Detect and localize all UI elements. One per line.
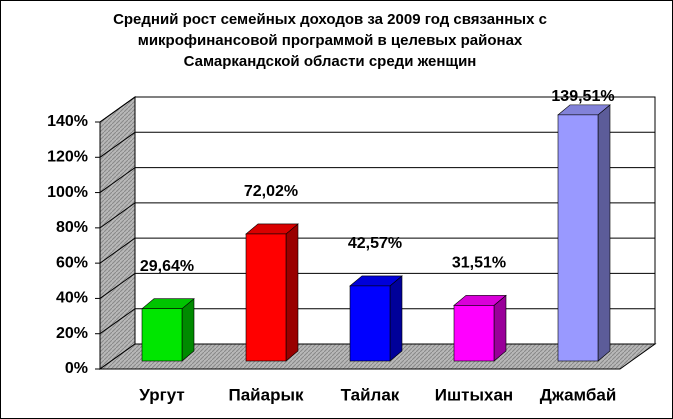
bar	[245, 233, 287, 362]
grid-line	[99, 202, 655, 229]
x-tick-label: Джамбай	[540, 385, 617, 404]
data-label: 139,51%	[551, 88, 614, 105]
grid-line	[99, 167, 655, 193]
x-tick-label: Ургут	[139, 385, 184, 404]
y-tick-label: 40%	[56, 290, 88, 307]
grid-line	[99, 272, 655, 299]
data-label: 72,02%	[244, 183, 298, 200]
bar-side	[389, 275, 403, 362]
chart-title: Средний рост семейных доходов за 2009 го…	[113, 11, 547, 28]
bar-side	[181, 298, 195, 362]
bar	[557, 114, 599, 362]
bar	[141, 308, 183, 362]
y-tick-label: 20%	[56, 325, 88, 342]
y-tick-label: 100%	[47, 184, 88, 201]
data-label: 42,57%	[348, 235, 402, 252]
bar	[453, 305, 495, 362]
y-tick-label: 60%	[56, 254, 88, 271]
data-label: 31,51%	[452, 255, 506, 272]
bar-side	[597, 104, 611, 362]
data-label: 29,64%	[140, 258, 194, 275]
bar	[349, 285, 391, 362]
chart-title: Самаркандской области среди женщин	[184, 53, 477, 70]
bar-side	[285, 223, 299, 362]
grid-line	[99, 131, 655, 158]
chart-title: микрофинансовой программой в целевых рай…	[138, 32, 523, 49]
y-tick-label: 120%	[47, 149, 88, 166]
y-tick-label: 140%	[47, 113, 88, 130]
y-tick-label: 0%	[65, 360, 88, 377]
side-wall	[99, 96, 136, 370]
x-tick-label: Пайарык	[229, 385, 304, 404]
y-tick-label: 80%	[56, 219, 88, 236]
grid-line	[99, 237, 655, 264]
bar-side	[493, 294, 507, 362]
x-tick-label: Иштыхан	[435, 385, 513, 404]
x-tick-label: Тайлак	[341, 385, 400, 404]
grid-line	[99, 96, 655, 123]
